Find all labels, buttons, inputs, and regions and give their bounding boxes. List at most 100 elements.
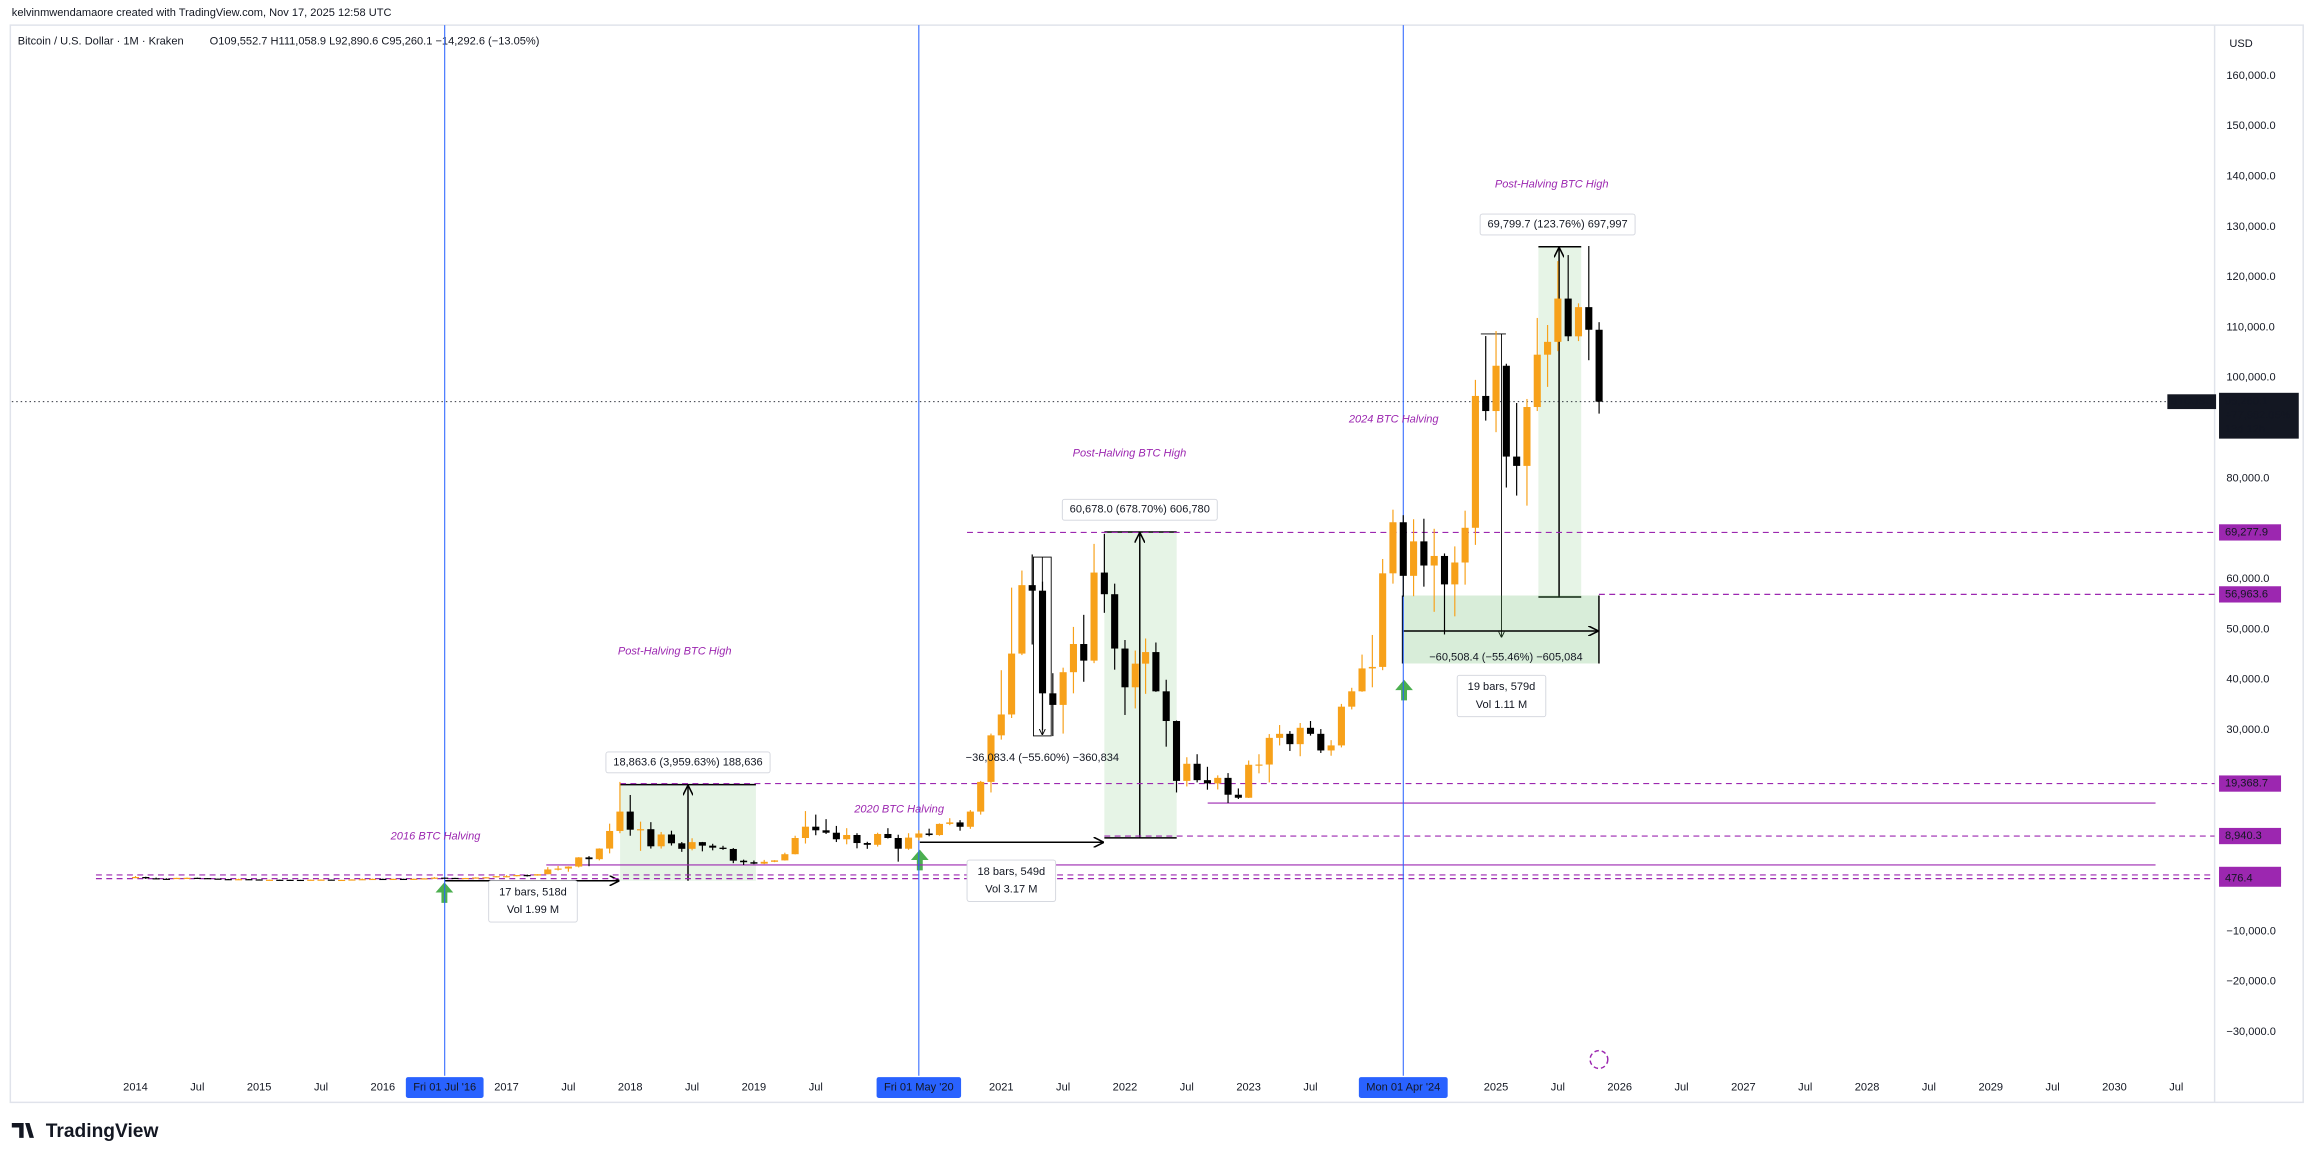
- candle-body: [441, 877, 449, 879]
- candle-body: [740, 860, 748, 863]
- candle-body: [884, 833, 892, 839]
- price-level-badge: [2219, 524, 2282, 541]
- measure-label-bg: [1479, 213, 1636, 236]
- x-tick-label: Jul: [190, 1082, 204, 1094]
- date-range-bars: 19 bars, 579d: [1468, 681, 1536, 693]
- last-price-change: +77,982.05%: [2225, 410, 2291, 422]
- candle-body: [410, 878, 418, 880]
- candle-body: [1482, 395, 1490, 412]
- candle-body: [925, 833, 933, 836]
- candle-body: [1585, 307, 1593, 330]
- candle-body: [801, 826, 810, 839]
- candle-body: [1389, 522, 1397, 574]
- candle-body: [1255, 764, 1263, 766]
- candle-body: [1451, 562, 1459, 585]
- x-tick-label: 2017: [494, 1082, 519, 1094]
- candle-body: [1059, 672, 1067, 705]
- candle-body: [1358, 668, 1366, 692]
- candle-body: [657, 834, 665, 847]
- candle-body: [1121, 648, 1129, 688]
- x-tick-label: 2025: [1484, 1082, 1509, 1094]
- x-tick-label: 2014: [123, 1082, 148, 1094]
- candle-body: [647, 829, 655, 847]
- candle-body: [688, 842, 696, 849]
- x-tick-label: 2021: [989, 1082, 1014, 1094]
- price-level-badge: [2219, 827, 2282, 845]
- candle-body: [781, 854, 789, 861]
- candle-body: [853, 834, 861, 844]
- ohlc-legend: O109,552.7 H111,058.9 L92,890.6 C95,260.…: [210, 35, 540, 47]
- candle-body: [245, 879, 253, 881]
- candle-body: [1090, 572, 1098, 661]
- x-tick-label: Jul: [561, 1082, 575, 1094]
- candle-body: [338, 879, 346, 882]
- date-box: [1402, 595, 1599, 664]
- candle-body: [1440, 555, 1449, 585]
- x-tick-label: 2029: [1978, 1082, 2003, 1094]
- candle-body: [451, 877, 459, 880]
- x-tick-label: 2030: [2102, 1082, 2127, 1094]
- measure-label: −60,508.4 (−55.46%) −605,084: [1429, 651, 1582, 663]
- date-range-bars: 17 bars, 518d: [499, 886, 567, 898]
- x-tick-label: Jul: [809, 1082, 823, 1094]
- candle-body: [1471, 395, 1479, 528]
- candle-body: [1265, 737, 1273, 765]
- x-tick-label: 2022: [1113, 1082, 1138, 1094]
- candle-body: [667, 834, 676, 844]
- y-tick-label: 150,000.0: [2226, 120, 2275, 132]
- candle-body: [286, 879, 294, 881]
- candle-body: [461, 877, 469, 880]
- logo-mark: [11, 1123, 34, 1138]
- candle-body: [369, 878, 377, 881]
- candle-body: [935, 823, 943, 836]
- candle-body: [1368, 666, 1376, 669]
- candle-body: [204, 878, 212, 880]
- candle-body: [492, 876, 500, 878]
- y-tick-label: 140,000.0: [2226, 170, 2275, 182]
- candle-body: [523, 875, 531, 877]
- candle-body: [791, 838, 799, 855]
- candle-body: [1234, 794, 1242, 798]
- y-tick-label: 50,000.0: [2226, 623, 2269, 635]
- replay-icon[interactable]: [1589, 1049, 1609, 1070]
- halving-arrow: [910, 849, 929, 871]
- currency: USD: [2229, 38, 2252, 50]
- annotation: Post-Halving BTC High: [618, 646, 732, 658]
- candle-body: [1214, 777, 1222, 784]
- candle-body: [1513, 456, 1521, 466]
- candle-body: [235, 879, 243, 881]
- frame: [9, 24, 2304, 1104]
- candle-body: [1317, 733, 1325, 751]
- candle-body: [709, 845, 717, 848]
- x-tick-label: Jul: [2169, 1082, 2183, 1094]
- y-tick-label: −10,000.0: [2226, 925, 2276, 937]
- measure-label-bg: [1061, 498, 1218, 521]
- date-range-volume: Vol 3.17 M: [985, 883, 1037, 895]
- candle-body: [894, 838, 902, 849]
- candle-body: [750, 862, 758, 864]
- x-tick-label: 2018: [618, 1082, 643, 1094]
- candle-body: [265, 879, 274, 881]
- y-tick-label: 100,000.0: [2226, 372, 2275, 384]
- measure-label-bg: [605, 751, 771, 774]
- candle-body: [1410, 541, 1418, 576]
- x-tick-label: Jul: [1674, 1082, 1688, 1094]
- candle-body: [997, 714, 1005, 736]
- price-level-label: 8,940.3: [2225, 830, 2262, 842]
- price-level-badge: [2219, 586, 2282, 603]
- candle-body: [296, 879, 304, 882]
- annotation: Post-Halving BTC High: [1495, 179, 1609, 191]
- last-price-label: 95,260.1: [2225, 396, 2268, 408]
- y-tick-label: 130,000.0: [2226, 221, 2275, 233]
- event-date-badge-bg: [405, 1077, 484, 1098]
- event-date-badge-bg: [1358, 1077, 1448, 1098]
- candle-body: [1286, 733, 1294, 745]
- candle-body: [1327, 745, 1335, 751]
- x-tick-label: 2015: [247, 1082, 272, 1094]
- event-date-badge: Fri 01 Jul '16: [413, 1082, 476, 1094]
- candle-body: [1142, 652, 1150, 664]
- candle-body: [1461, 527, 1469, 563]
- measure-label: −36,083.4 (−55.60%) −360,834: [966, 752, 1119, 764]
- candle-body: [1018, 585, 1026, 654]
- y-tick-label: 120,000.0: [2226, 271, 2275, 283]
